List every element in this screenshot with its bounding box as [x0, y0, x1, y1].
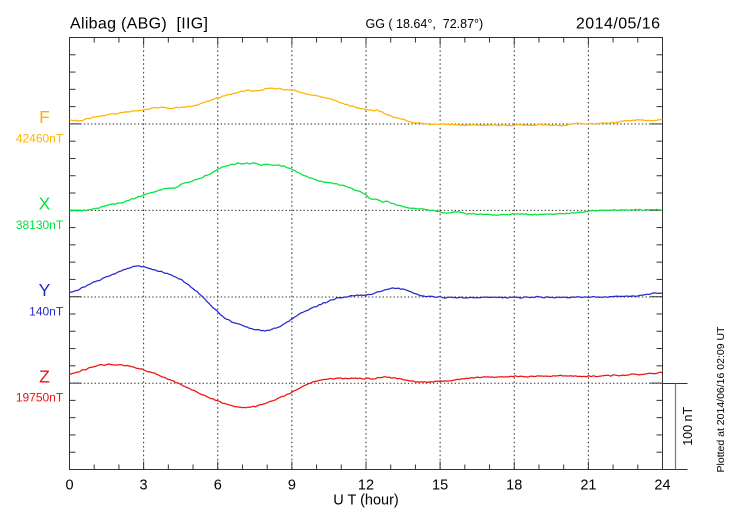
- svg-text:24: 24: [654, 477, 670, 493]
- svg-text:19750nT: 19750nT: [16, 391, 64, 405]
- svg-text:2014/05/16: 2014/05/16: [576, 16, 661, 33]
- svg-text:6: 6: [214, 477, 222, 493]
- svg-text:100 nT: 100 nT: [681, 406, 695, 445]
- svg-text:12: 12: [358, 477, 374, 493]
- svg-text:Y: Y: [39, 280, 51, 300]
- svg-text:9: 9: [288, 477, 296, 493]
- svg-text:Z: Z: [39, 366, 50, 386]
- svg-text:3: 3: [140, 477, 148, 493]
- svg-text:42460nT: 42460nT: [16, 131, 64, 145]
- svg-text:GG ( 18.64°, 72.87°): GG ( 18.64°, 72.87°): [366, 17, 484, 31]
- svg-text:38130nT: 38130nT: [16, 218, 64, 232]
- svg-text:15: 15: [432, 477, 448, 493]
- svg-text:18: 18: [506, 477, 522, 493]
- svg-text:0: 0: [65, 477, 73, 493]
- svg-text:Plotted at 2014/06/16 02:09 UT: Plotted at 2014/06/16 02:09 UT: [715, 326, 727, 473]
- svg-text:X: X: [39, 193, 51, 213]
- svg-text:140nT: 140nT: [29, 304, 64, 318]
- svg-text:21: 21: [580, 477, 596, 493]
- svg-text:F: F: [39, 107, 50, 127]
- svg-text:Alibag (ABG) [IIG]: Alibag (ABG) [IIG]: [70, 15, 208, 32]
- svg-text:U T (hour): U T (hour): [333, 493, 399, 509]
